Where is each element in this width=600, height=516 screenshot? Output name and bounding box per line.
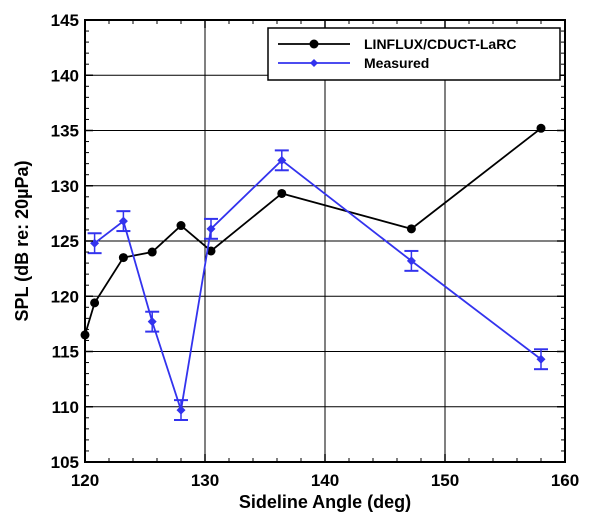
x-axis-label: Sideline Angle (deg)	[239, 492, 411, 512]
legend-entry-1: LINFLUX/CDUCT-LaRC	[278, 36, 516, 52]
series-1	[80, 123, 546, 340]
legend-marker	[310, 59, 318, 67]
tick-labels: 120 130 140 150 160 105 110 115 120 125 130 135 140 1…	[51, 11, 580, 490]
data-point	[176, 405, 186, 415]
data-point	[277, 155, 287, 165]
y-tick-label: 125	[51, 232, 79, 251]
legend: LINFLUX/CDUCT-LaRC Measured	[267, 27, 561, 81]
x-tick-label: 150	[431, 471, 459, 490]
legend-marker	[309, 39, 319, 49]
data-point	[206, 224, 216, 234]
data-point	[90, 298, 100, 308]
legend-label: Measured	[364, 55, 429, 71]
y-tick-label: 130	[51, 177, 79, 196]
series-layer	[80, 123, 548, 422]
legend-entry-2: Measured	[278, 55, 429, 71]
tick-marks	[84, 19, 566, 463]
legend-box	[267, 27, 561, 81]
data-point	[118, 216, 128, 226]
y-axis-label: SPL (dB re: 20µPa)	[12, 160, 32, 321]
series-line	[84, 127, 542, 336]
x-tick-label: 140	[311, 471, 339, 490]
x-tick-label: 130	[191, 471, 219, 490]
data-point	[118, 253, 128, 263]
y-tick-label: 135	[51, 122, 79, 141]
grid-lines	[85, 20, 565, 462]
y-tick-label: 140	[51, 66, 79, 85]
legend-label: LINFLUX/CDUCT-LaRC	[364, 36, 516, 52]
data-point	[406, 224, 416, 234]
data-point	[147, 317, 157, 327]
y-tick-label: 110	[52, 398, 79, 417]
x-tick-label: 160	[551, 471, 579, 490]
data-point	[277, 188, 287, 198]
data-point	[536, 354, 546, 364]
y-tick-label: 145	[51, 11, 79, 30]
y-tick-label: 105	[51, 453, 79, 472]
data-point	[536, 123, 546, 133]
data-point	[406, 256, 416, 266]
x-tick-label: 120	[71, 471, 99, 490]
y-tick-label: 115	[52, 343, 79, 362]
series-line	[94, 159, 542, 411]
legend-entries: LINFLUX/CDUCT-LaRC Measured	[278, 36, 516, 71]
data-point	[206, 246, 216, 256]
y-tick-label: 120	[51, 287, 79, 306]
series-2	[87, 149, 548, 422]
data-point	[176, 221, 186, 231]
data-point	[147, 247, 157, 257]
